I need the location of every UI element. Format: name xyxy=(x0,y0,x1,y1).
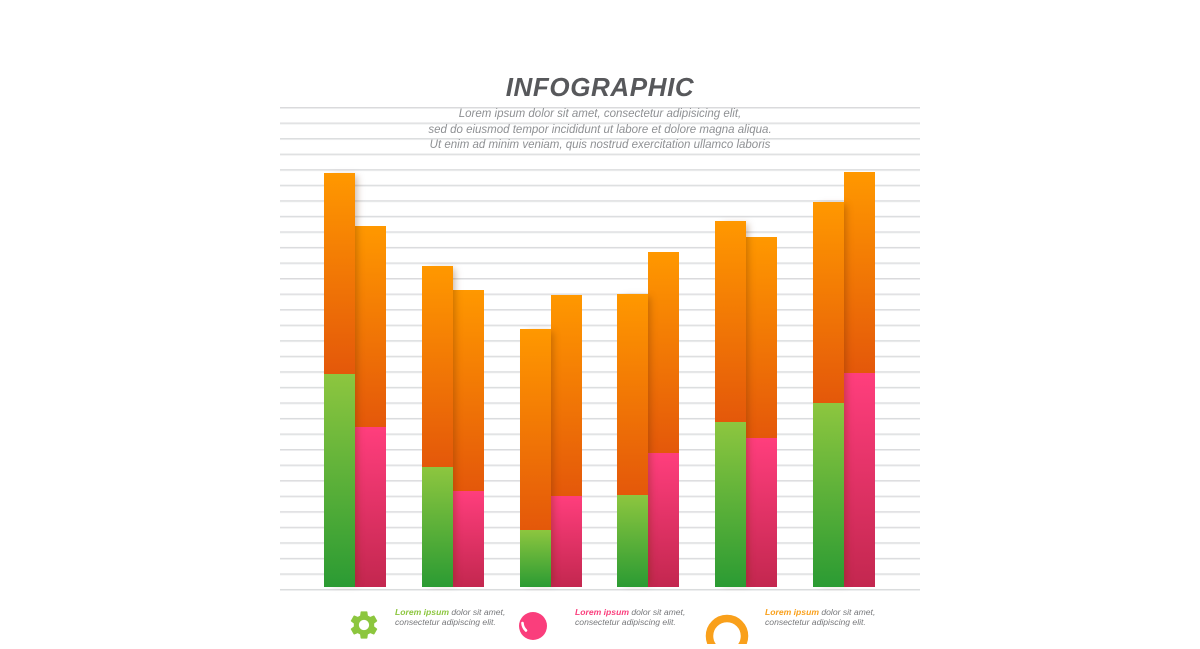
legend-title: Lorem ipsum xyxy=(575,607,629,617)
pink-segment xyxy=(843,373,875,587)
orange-segment xyxy=(324,173,355,374)
orange-segment xyxy=(452,290,484,491)
bar-group xyxy=(812,172,875,587)
right-bar xyxy=(746,237,778,587)
legend-line2: consectetur adipiscing elit. xyxy=(765,616,866,627)
legend-line1-rest: dolor sit amet, xyxy=(821,607,876,617)
subtitle-line: Ut enim ad minim veniam, quis nostrud ex… xyxy=(429,139,771,151)
green-segment xyxy=(812,403,844,587)
right-bar xyxy=(550,295,582,587)
green-segment xyxy=(324,374,355,587)
legend-line2: consectetur adipiscing elit. xyxy=(395,616,496,627)
chart-bars xyxy=(280,107,920,587)
left-bar xyxy=(812,202,844,587)
orange-segment xyxy=(746,237,778,438)
legend-title: Lorem ipsum xyxy=(765,607,819,617)
legend-line1-rest: dolor sit amet, xyxy=(451,607,506,617)
bar-group xyxy=(617,252,680,587)
orange-segment xyxy=(843,172,875,373)
infographic-page: INFOGRAPHIC Lorem ipsum dolor sit amet, … xyxy=(280,72,920,649)
orange-segment xyxy=(715,221,747,422)
orange-segment xyxy=(550,295,582,496)
pink-segment xyxy=(355,427,386,587)
left-bar xyxy=(519,329,551,587)
gear-icon xyxy=(347,608,381,647)
pink-segment xyxy=(746,438,778,587)
right-bar xyxy=(843,172,875,587)
bar-group xyxy=(519,295,582,587)
subtitle: Lorem ipsum dolor sit amet, consectetur … xyxy=(280,107,920,154)
legend-text: Lorem ipsum dolor sit amet, consectetur … xyxy=(575,605,687,627)
orange-segment xyxy=(519,329,551,530)
balloon-icon xyxy=(518,611,548,646)
bar-group xyxy=(421,266,484,587)
right-bar xyxy=(355,226,386,587)
pink-segment xyxy=(550,496,582,587)
page-title: INFOGRAPHIC xyxy=(505,72,695,102)
legend-text: Lorem ipsum dolor sit amet, consectetur … xyxy=(395,605,507,627)
green-segment xyxy=(617,495,649,587)
arc-icon xyxy=(705,614,749,649)
right-bar xyxy=(648,252,680,587)
legend-text: Lorem ipsum dolor sit amet, consectetur … xyxy=(765,605,877,627)
orange-segment xyxy=(355,226,386,427)
orange-segment xyxy=(812,202,844,403)
orange-segment xyxy=(421,266,453,467)
bar-chart: Lorem ipsum dolor sit amet, consectetur … xyxy=(280,107,920,591)
green-segment xyxy=(715,422,747,587)
bar-group xyxy=(715,221,778,587)
orange-segment xyxy=(648,252,680,453)
left-bar xyxy=(617,294,649,587)
pink-segment xyxy=(648,453,680,587)
legend-item: Lorem ipsum dolor sit amet, consectetur … xyxy=(347,605,517,639)
orange-segment xyxy=(617,294,649,495)
legend-item: Lorem ipsum dolor sit amet, consectetur … xyxy=(705,605,877,649)
bar-group xyxy=(324,173,386,587)
legend-item: Lorem ipsum dolor sit amet, consectetur … xyxy=(518,605,688,640)
legend-line2: consectetur adipiscing elit. xyxy=(575,616,676,627)
left-bar xyxy=(421,266,453,587)
left-bar xyxy=(324,173,355,587)
right-bar xyxy=(452,290,484,587)
legend-title: Lorem ipsum xyxy=(395,607,449,617)
pink-segment xyxy=(452,491,484,587)
subtitle-line: sed do eiusmod tempor incididunt ut labo… xyxy=(428,123,772,136)
legend-line1-rest: dolor sit amet, xyxy=(631,607,686,617)
green-segment xyxy=(421,467,453,587)
green-segment xyxy=(519,530,551,587)
left-bar xyxy=(715,221,747,587)
subtitle-line: Lorem ipsum dolor sit amet, consectetur … xyxy=(458,108,742,120)
